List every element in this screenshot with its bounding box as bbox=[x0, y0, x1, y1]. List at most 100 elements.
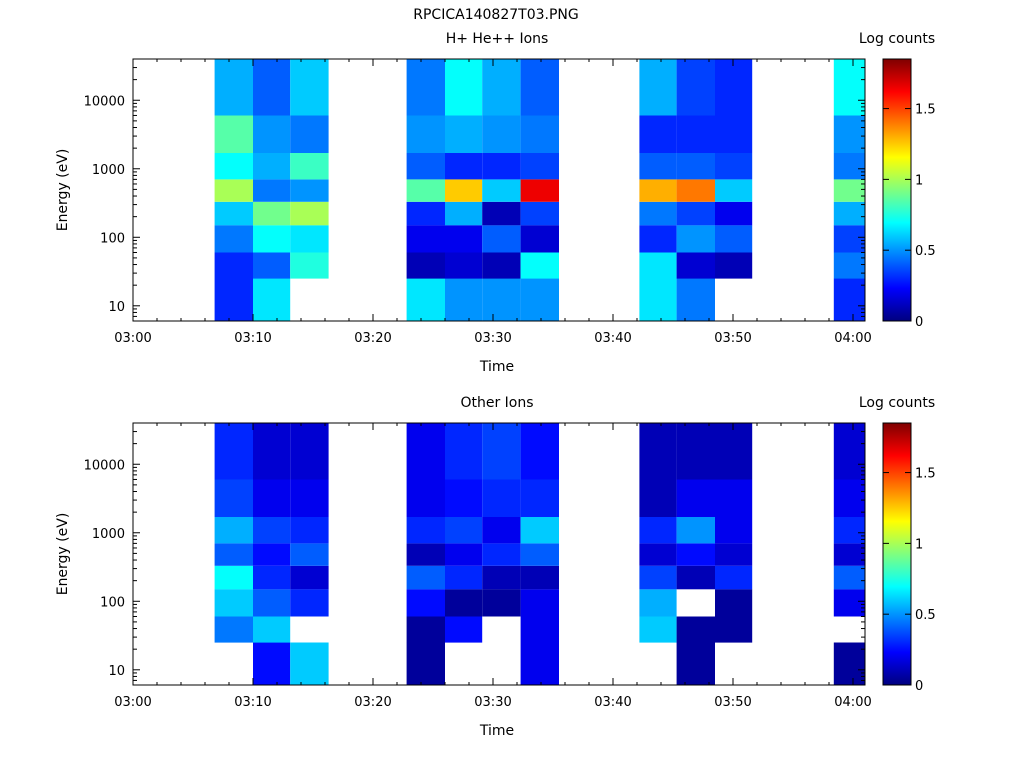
heatmap-cell bbox=[214, 201, 253, 226]
heatmap-cell bbox=[445, 59, 483, 116]
heatmap-cell bbox=[290, 642, 329, 685]
heatmap-cell bbox=[253, 225, 291, 253]
heatmap-cell bbox=[290, 423, 329, 480]
heatmap-cell bbox=[715, 517, 753, 544]
heatmap-cell bbox=[639, 543, 677, 566]
heatmap-cell bbox=[715, 565, 753, 590]
x-tick-label: 03:00 bbox=[114, 695, 151, 710]
plot-frame bbox=[132, 422, 866, 686]
heatmap-cell bbox=[253, 115, 291, 153]
heatmap-cell bbox=[253, 565, 291, 590]
heatmap-cell bbox=[520, 179, 559, 202]
heatmap-cell bbox=[214, 115, 253, 153]
heatmap-cell bbox=[253, 517, 291, 544]
heatmap-cell bbox=[445, 479, 483, 517]
heatmap-cell bbox=[406, 115, 445, 153]
heatmap-cell bbox=[290, 179, 329, 202]
x-tick-label: 03:10 bbox=[234, 331, 271, 346]
heatmap-cell bbox=[715, 479, 753, 517]
heatmap-cell bbox=[676, 59, 715, 116]
heatmap-cell bbox=[639, 252, 677, 321]
heatmap-cell bbox=[676, 616, 715, 643]
x-tick-label: 03:20 bbox=[354, 331, 391, 346]
heatmap-cell bbox=[406, 153, 445, 180]
y-tick-label: 1000 bbox=[92, 527, 125, 542]
figure-title: RPCICA140827T03.PNG bbox=[413, 7, 578, 23]
heatmap-cell bbox=[482, 565, 521, 590]
heatmap-cell bbox=[406, 616, 445, 643]
x-tick-label: 03:40 bbox=[594, 331, 631, 346]
heatmap-cell bbox=[639, 225, 677, 253]
heatmap-cell bbox=[715, 201, 753, 226]
colorbar-tick-label: 0 bbox=[915, 315, 923, 330]
heatmap-cell bbox=[715, 225, 753, 253]
heatmap-cell bbox=[676, 201, 715, 226]
heatmap-cell bbox=[676, 252, 715, 279]
heatmap-cell bbox=[520, 115, 559, 153]
colorbar-tick-label: 0.5 bbox=[915, 244, 936, 259]
plot-frame bbox=[132, 58, 866, 322]
heatmap-cell bbox=[715, 115, 753, 153]
y-tick-label: 10000 bbox=[84, 94, 125, 109]
heatmap-cell bbox=[406, 59, 445, 116]
heatmap-cell bbox=[715, 59, 753, 116]
heatmap-cell bbox=[715, 543, 753, 566]
heatmap-cell bbox=[214, 59, 253, 116]
heatmap-cell bbox=[676, 179, 715, 202]
heatmap-cell bbox=[253, 252, 291, 279]
colorbar-tick-label: 1.5 bbox=[915, 467, 936, 482]
heatmap-cell bbox=[676, 153, 715, 180]
heatmap-cell bbox=[406, 565, 445, 590]
colorbar bbox=[882, 422, 912, 686]
heatmap-cell bbox=[214, 252, 253, 321]
heatmap-cell bbox=[445, 201, 483, 226]
heatmap-cell bbox=[639, 423, 677, 480]
panel-other-ions: 03:00 03:10 03:20 03:30 03:40 03:50 04:0010100… bbox=[55, 395, 936, 739]
heatmap-cell bbox=[253, 59, 291, 116]
colorbar-label: Log counts bbox=[859, 31, 935, 47]
heatmap-cell bbox=[482, 59, 521, 116]
heatmap-cell bbox=[482, 201, 521, 226]
heatmap-cell bbox=[833, 278, 865, 321]
heatmap-cell bbox=[833, 479, 865, 517]
heatmap-cell bbox=[520, 517, 559, 544]
heatmap-cell bbox=[520, 59, 559, 116]
heatmap-cell bbox=[406, 252, 445, 279]
x-tick-label: 03:50 bbox=[714, 695, 751, 710]
heatmap-cell bbox=[833, 517, 865, 544]
heatmap-cell bbox=[482, 179, 521, 202]
heatmap-cell bbox=[482, 153, 521, 180]
heatmap-cell bbox=[406, 225, 445, 253]
heatmap-cell bbox=[520, 201, 559, 226]
heatmap-cell bbox=[639, 59, 677, 116]
heatmap-cell bbox=[520, 543, 559, 566]
heatmap-cell bbox=[406, 543, 445, 566]
heatmap-cell bbox=[214, 179, 253, 202]
heatmap-cell bbox=[445, 565, 483, 590]
heatmap-cell bbox=[833, 543, 865, 566]
heatmap-cell bbox=[833, 642, 865, 685]
heatmap-cell bbox=[214, 153, 253, 180]
heatmap-cell bbox=[676, 115, 715, 153]
heatmap-cell bbox=[482, 589, 521, 617]
heatmap-cell bbox=[290, 201, 329, 226]
heatmap-cell bbox=[833, 589, 865, 617]
heatmap-cell bbox=[290, 153, 329, 180]
heatmap-cell bbox=[482, 479, 521, 517]
x-tick-label: 03:50 bbox=[714, 331, 751, 346]
y-tick-label: 100 bbox=[100, 231, 125, 246]
y-axis-label: Energy (eV) bbox=[55, 149, 71, 232]
heatmap-cell bbox=[715, 179, 753, 202]
heatmap-cell bbox=[833, 59, 865, 116]
heatmap-cell bbox=[253, 201, 291, 226]
heatmap-cell bbox=[253, 153, 291, 180]
heatmap-cell bbox=[715, 589, 753, 617]
heatmap-cell bbox=[676, 278, 715, 321]
x-tick-label: 04:00 bbox=[834, 331, 871, 346]
heatmap-cell bbox=[833, 252, 865, 279]
heatmap-cell bbox=[520, 479, 559, 517]
x-tick-label: 03:30 bbox=[474, 695, 511, 710]
heatmap-cell bbox=[214, 517, 253, 544]
heatmap-cell bbox=[253, 479, 291, 517]
heatmap-cell bbox=[639, 479, 677, 517]
